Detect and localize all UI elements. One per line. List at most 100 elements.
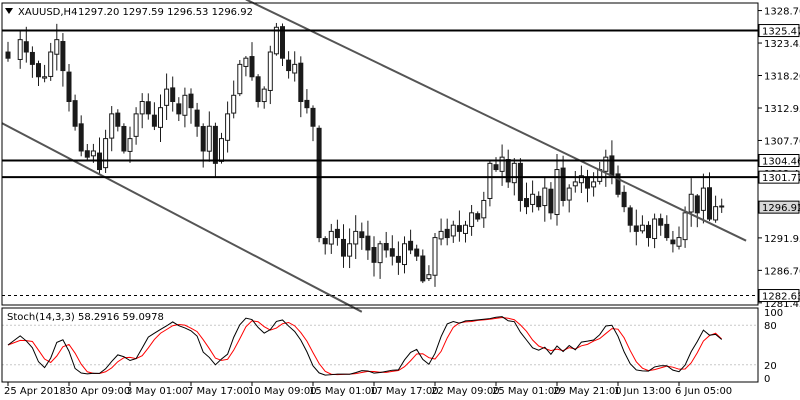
candle-body [420,255,426,282]
candle [670,230,676,253]
candle-body [499,156,505,172]
candle-body [456,225,462,232]
candle [127,126,133,163]
candle-body [517,162,523,201]
stoch-tick-label: 0 [764,374,770,385]
candle [554,154,560,226]
candle [688,178,694,227]
candle-body [371,247,377,263]
lower-trendline [1,122,363,313]
candle-body [298,62,304,102]
candle [237,60,243,97]
level-label-box [758,154,800,168]
level-label-box [758,170,800,184]
price-tick-label: 1323.45 [764,39,800,50]
candle [286,51,292,79]
candle-body [231,94,237,114]
stoch-tick-label: 100 [764,308,783,319]
time-tick-label: 25 Apr 2018 [4,386,66,397]
candle [676,226,682,250]
candle-body [316,127,322,239]
candle-body [719,205,725,208]
candle-body [292,63,298,74]
candle [700,173,706,224]
candle [530,180,536,213]
candle [310,105,316,142]
candle [371,236,377,277]
candle [469,205,475,236]
candle-body [438,230,444,240]
candle-body [475,213,481,220]
candle [560,155,566,207]
candle-body [536,195,542,208]
candle-body [310,107,316,127]
candle [402,236,407,274]
candle-body [212,125,218,164]
current-price-box [758,200,800,214]
time-tick-label: 15 May 01:00 [309,386,378,397]
candle [603,149,609,187]
candle-body [395,255,401,263]
time-tick-label: 1 Jun 13:00 [614,386,671,397]
candle-body [426,274,432,280]
candle [298,56,304,118]
candle-body [139,100,145,115]
candle-body [664,223,670,239]
candle-body [615,173,621,195]
current-price-label: 1296.92 [762,203,800,214]
candle [493,157,499,172]
candle-body [36,63,41,78]
candle [109,106,115,152]
time-tick-label: 7 May 17:00 [187,386,249,397]
level-label: 1325.47 [762,27,800,38]
candle [621,185,627,213]
candle [334,219,340,246]
candle-body [487,162,493,199]
time-tick-label: 25 May 01:00 [492,386,561,397]
candle [78,115,84,157]
candle [23,26,29,63]
candle-body [304,99,310,109]
candle [347,228,353,269]
candle [255,74,261,108]
collapse-triangle-icon[interactable] [5,8,13,14]
candle-body [383,242,389,251]
candle-body [505,158,511,183]
candle-body [609,155,615,177]
candle-body [78,123,84,152]
candle [170,76,176,112]
candle-body [377,243,383,264]
candle-body [676,237,682,247]
candle-body [133,113,139,137]
candle [395,241,401,275]
candle [42,64,48,83]
candle-body [188,93,194,109]
candle [164,73,170,120]
time-tick-label: 6 Jun 05:00 [675,386,732,397]
candle [341,224,346,268]
candle-body [48,51,54,77]
candle-body [261,88,267,103]
candle [219,132,224,164]
candle-body [408,240,414,251]
candle [273,22,279,56]
candle [505,149,511,188]
candle-body [66,71,72,102]
candle [365,220,371,260]
candle [566,184,572,213]
candle [249,42,255,81]
candle-body [554,169,560,216]
stochastic-pane [2,316,758,376]
candle-body [176,103,182,115]
candle-body [121,125,127,152]
candle [5,41,11,62]
candle [524,182,529,215]
candle-body [127,138,133,152]
candle [414,244,420,261]
candle-body [530,193,536,205]
candle-body [90,150,96,157]
candle [133,107,139,145]
candle [54,23,60,71]
upper-trendline [245,0,747,242]
